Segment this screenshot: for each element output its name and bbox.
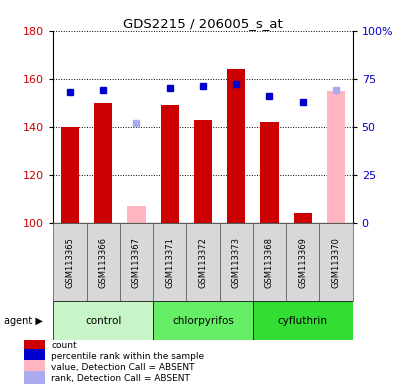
Bar xyxy=(260,122,278,223)
Bar xyxy=(186,223,219,301)
Bar xyxy=(86,223,119,301)
Bar xyxy=(252,223,285,301)
Bar xyxy=(119,223,153,301)
Bar xyxy=(252,301,352,340)
Bar xyxy=(94,103,112,223)
Bar xyxy=(24,360,45,376)
Bar xyxy=(127,206,145,223)
Text: control: control xyxy=(85,316,121,326)
Bar xyxy=(193,119,211,223)
Text: GSM113369: GSM113369 xyxy=(297,237,306,288)
Bar xyxy=(227,69,245,223)
Text: value, Detection Call = ABSENT: value, Detection Call = ABSENT xyxy=(51,363,194,372)
Bar xyxy=(53,223,86,301)
Text: chlorpyrifos: chlorpyrifos xyxy=(172,316,233,326)
Text: GSM113367: GSM113367 xyxy=(132,237,141,288)
Bar xyxy=(285,223,319,301)
Text: GSM113368: GSM113368 xyxy=(264,237,273,288)
Bar xyxy=(326,91,344,223)
Bar xyxy=(24,371,45,384)
Bar xyxy=(153,301,252,340)
Bar xyxy=(219,223,252,301)
Bar xyxy=(293,213,311,223)
Bar xyxy=(53,301,153,340)
Text: agent ▶: agent ▶ xyxy=(4,316,43,326)
Bar xyxy=(24,338,45,353)
Bar xyxy=(153,223,186,301)
Text: GSM113373: GSM113373 xyxy=(231,237,240,288)
Text: cyfluthrin: cyfluthrin xyxy=(277,316,327,326)
Text: GSM113365: GSM113365 xyxy=(65,237,74,288)
Text: GSM113366: GSM113366 xyxy=(99,237,108,288)
Text: count: count xyxy=(51,341,76,350)
Text: GSM113370: GSM113370 xyxy=(330,237,339,288)
Text: GSM113371: GSM113371 xyxy=(165,237,174,288)
Bar xyxy=(160,105,178,223)
Bar xyxy=(24,349,45,364)
Bar xyxy=(61,127,79,223)
Text: rank, Detection Call = ABSENT: rank, Detection Call = ABSENT xyxy=(51,374,189,383)
Bar xyxy=(319,223,352,301)
Title: GDS2215 / 206005_s_at: GDS2215 / 206005_s_at xyxy=(123,17,282,30)
Text: GSM113372: GSM113372 xyxy=(198,237,207,288)
Text: percentile rank within the sample: percentile rank within the sample xyxy=(51,352,204,361)
